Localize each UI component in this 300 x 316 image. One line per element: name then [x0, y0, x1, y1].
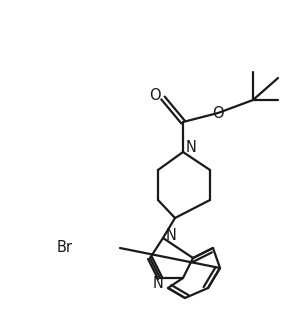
Text: N: N [186, 139, 196, 155]
Text: O: O [212, 106, 224, 120]
Text: O: O [149, 88, 161, 104]
Text: Br: Br [57, 240, 73, 256]
Text: N: N [166, 228, 176, 244]
Text: N: N [153, 276, 164, 290]
